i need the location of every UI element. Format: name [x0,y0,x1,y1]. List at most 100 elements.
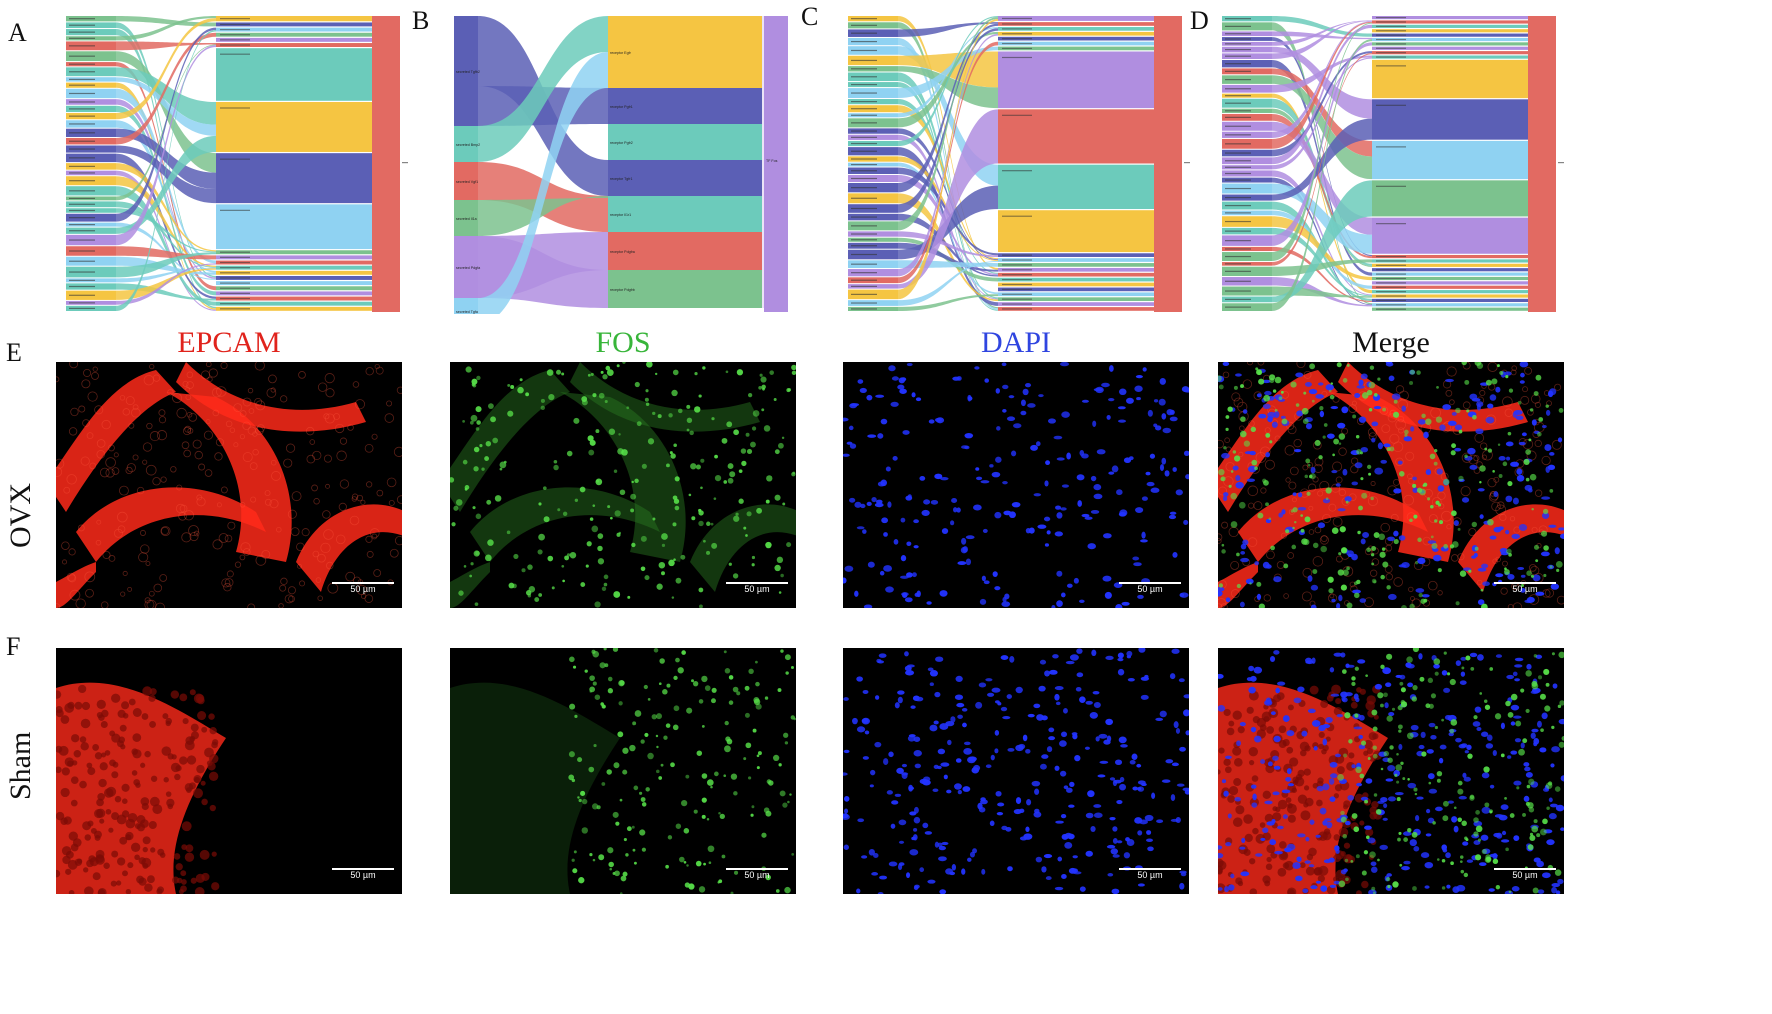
sankey-node-text [69,37,95,39]
sankey-node [1372,51,1528,55]
scale-bar: 50 µm [332,580,394,594]
sankey-node-label: secreted Il1a [456,217,477,221]
sankey-node [1372,307,1528,311]
sankey-node-text [69,271,95,273]
sankey-node [998,263,1154,267]
sankey-link [116,208,216,253]
sankey-link [116,29,216,312]
scale-bar-label: 50 µm [1137,870,1163,880]
sankey-node-text [69,45,95,47]
sankey-link [116,153,216,299]
sankey-node-text [1225,55,1251,57]
sankey-link [898,16,998,147]
sham-merge-image: 50 µm [1218,648,1564,894]
channel-header-epcam: EPCAM [177,326,281,359]
sankey-node-label: receptor Tgfr1 [610,177,633,181]
sankey-node-text [1002,254,1032,256]
sankey-node-text [851,101,877,103]
sankey-node-text [851,302,877,304]
sankey-panel-a [64,14,408,314]
sankey-link [898,17,998,231]
sankey-node-text [1002,303,1032,305]
sankey-node-text [1376,16,1406,19]
sankey-node-text [851,59,877,62]
sankey-node-text [69,180,95,182]
sankey-node-text [1225,196,1251,199]
sankey-node-text [69,172,95,174]
sankey-node-text [69,302,95,304]
sankey-node-text [1225,179,1251,181]
epcam-signal [1218,682,1388,894]
sankey-link [116,145,216,204]
sankey-link [116,128,216,190]
sankey-link [1272,22,1372,262]
sankey-node-text [1376,223,1406,225]
sankey-node-text [1002,42,1032,45]
sankey-node-text [1225,102,1251,104]
ovx-fos-image: 50 µm [450,362,796,608]
sankey-link [898,22,998,37]
sham-dapi-image: 50 µm [843,648,1189,894]
sankey-node [216,306,372,311]
sankey-node [998,16,1154,21]
sankey-node-label: receptor Pgfr2 [610,141,633,145]
sankey-link [898,27,998,118]
sankey-node-text [220,209,250,211]
sankey-link [116,176,216,267]
sankey-node-label: secreted Bmp2 [456,143,480,147]
sankey-node-text [851,253,877,256]
sankey-node [454,200,478,236]
sankey-node-text [220,158,250,160]
fos-signal [1218,362,1564,608]
sankey-link [1272,21,1372,138]
sankey-node-text [1002,47,1032,50]
sankey-node [608,88,762,124]
sankey-node-text [69,239,95,241]
sankey-link [898,22,998,309]
sankey-node-text [1376,30,1406,32]
sankey-node-text [851,197,877,199]
scale-bar: 50 µm [726,580,788,594]
sankey-node-text [851,83,877,86]
sankey-node-text [69,224,95,226]
sankey-node-text [220,18,250,20]
sankey-node-text [69,123,95,125]
sankey-link [116,283,216,301]
sankey-diagram [1222,16,1564,312]
sankey-link [1272,51,1372,157]
sankey-node-text [69,190,95,192]
sankey-node-text [1376,277,1406,280]
sankey-link [898,99,998,274]
sankey-link [116,22,216,278]
sankey-node-text [1225,166,1251,168]
sankey-link [116,16,216,41]
sankey-node-text [851,49,877,52]
scale-bar: 50 µm [332,866,394,880]
sankey-link [116,67,216,125]
micrograph [56,682,226,894]
sankey-link [1272,57,1372,170]
sankey-node-text [1225,290,1251,292]
sankey-link [116,41,216,51]
sankey-node-text [69,31,95,33]
sankey-link [898,66,998,109]
sankey-node-label: receptor Pdgfrb [610,288,635,292]
sankey-link [116,77,216,136]
sankey-link [1272,20,1372,46]
sankey-node [216,286,372,291]
sankey-node [454,16,478,126]
scale-bar: 50 µm [726,866,788,880]
sankey-node [998,27,1154,31]
sankey-link [898,16,998,270]
sankey-node-text [1225,172,1251,175]
sankey-node-text [851,308,877,310]
sankey-node-text [69,217,95,219]
sankey-link [898,260,998,306]
sankey-node-text [1002,23,1032,25]
sankey-node-text [69,78,95,80]
sankey-link [116,18,216,120]
sankey-node [1372,285,1528,289]
sankey-node [998,258,1154,262]
sankey-node-text [1225,116,1251,118]
sankey-node-text [1225,134,1251,136]
